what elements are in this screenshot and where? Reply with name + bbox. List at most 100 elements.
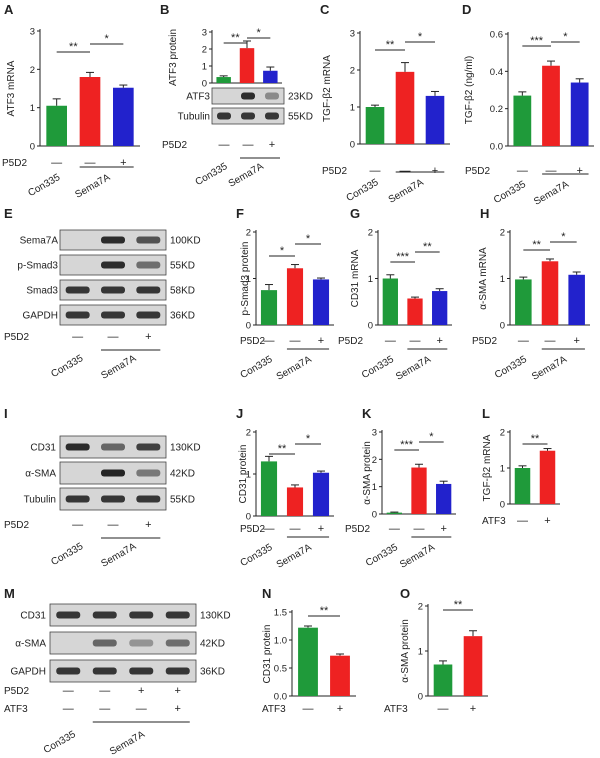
significance-marker: **: [423, 241, 432, 253]
y-axis-label: α-SMA protein: [362, 441, 373, 505]
bar: [411, 467, 427, 514]
blot-band: [129, 639, 154, 647]
blot-band: [101, 311, 125, 319]
group-label-sema7a: Sema7A: [99, 541, 138, 570]
y-tick-label: 3: [372, 428, 377, 439]
significance-marker: ***: [530, 35, 544, 47]
significance-marker: **: [231, 32, 240, 44]
y-axis-label: ATF3 protein: [168, 29, 179, 86]
bar: [386, 512, 402, 514]
y-tick-label: 1.0: [274, 636, 287, 647]
y-axis-label: p-Smad3 protein: [240, 242, 251, 316]
treatment-symbol: —: [414, 523, 425, 535]
treatment-symbol: +: [432, 165, 438, 177]
treatment-symbol: —: [136, 703, 147, 715]
blot-band: [265, 92, 279, 100]
y-tick-label: 0: [500, 321, 505, 332]
y-axis-label: α-SMA mRNA: [478, 247, 489, 310]
group-label-con335: Con335: [42, 729, 78, 756]
treatment-symbol: +: [576, 165, 582, 177]
blot-label: CD31: [20, 611, 46, 622]
treatment-symbol: —: [63, 703, 74, 715]
y-tick-label: 0: [500, 500, 505, 511]
y-tick-label: 2: [372, 455, 377, 466]
y-axis-label: α-SMA protein: [400, 619, 411, 683]
blot-kd-label: 55KD: [288, 112, 313, 123]
blot-band: [56, 611, 81, 619]
y-tick-label: 0.5: [274, 664, 287, 675]
blot-band: [101, 443, 125, 451]
blot-row: [49, 631, 197, 655]
treatment-symbol: +: [573, 335, 579, 347]
significance-marker: **: [454, 599, 463, 611]
bar: [298, 627, 318, 696]
y-tick-label: 1: [30, 103, 35, 114]
significance-marker: **: [531, 433, 540, 445]
blot-label: Tubulin: [178, 112, 210, 123]
significance-marker: *: [418, 31, 423, 43]
group-label-con335: Con335: [26, 172, 62, 199]
group-label-con335: Con335: [345, 177, 381, 204]
y-tick-label: 0: [350, 140, 355, 151]
blot-band: [65, 286, 90, 294]
panel-letter: A: [4, 2, 14, 17]
treatment-symbol: —: [370, 165, 381, 177]
blot-row: [49, 603, 197, 627]
y-axis-label: TGF-β2 (ng/ml): [464, 56, 475, 125]
blot-band: [165, 667, 190, 675]
blot-kd-label: 55KD: [170, 261, 195, 272]
treatment-label: P5D2: [4, 686, 29, 697]
group-label-con335: Con335: [239, 354, 275, 381]
bar: [513, 95, 532, 146]
treatment-symbol: —: [303, 703, 314, 715]
treatment-symbol: +: [145, 519, 151, 531]
bar: [514, 468, 531, 504]
group-label-con335: Con335: [364, 542, 400, 569]
y-tick-label: 2: [246, 428, 251, 439]
treatment-label: P5D2: [338, 336, 363, 347]
treatment-symbol: —: [400, 165, 411, 177]
blot-band: [101, 261, 125, 269]
bar: [79, 77, 101, 146]
blot-band: [136, 236, 161, 244]
treatment-symbol: —: [99, 703, 110, 715]
bar: [568, 274, 585, 325]
treatment-label: ATF3: [262, 704, 286, 715]
treatment-label: P5D2: [465, 166, 490, 177]
y-tick-label: 0.2: [490, 104, 503, 115]
treatment-label: P5D2: [472, 336, 497, 347]
significance-marker: **: [320, 605, 329, 617]
bar: [260, 290, 278, 325]
treatment-symbol: —: [219, 139, 230, 151]
blot-band: [136, 469, 161, 477]
bar: [425, 95, 445, 144]
y-tick-label: 0: [202, 79, 207, 90]
blot-label: α-SMA: [25, 469, 56, 480]
panel-letter: I: [4, 406, 8, 421]
bar: [330, 655, 350, 696]
significance-marker: ***: [396, 251, 410, 263]
treatment-label: P5D2: [345, 524, 370, 535]
group-label-sema7a: Sema7A: [394, 354, 433, 383]
bar: [541, 261, 559, 325]
group-label-con335: Con335: [194, 161, 230, 188]
bar: [312, 279, 330, 325]
bar: [407, 298, 423, 325]
group-label-sema7a: Sema7A: [532, 179, 571, 208]
blot-band: [136, 261, 161, 269]
blot-band: [101, 469, 125, 477]
y-tick-label: 3: [202, 28, 207, 39]
treatment-symbol: —: [51, 157, 62, 169]
y-tick-label: 0: [418, 692, 423, 703]
y-tick-label: 0.4: [490, 67, 503, 78]
panel-letter: M: [4, 586, 15, 601]
y-tick-label: 0: [246, 321, 251, 332]
panel-letter: N: [262, 586, 271, 601]
treatment-symbol: —: [410, 335, 421, 347]
